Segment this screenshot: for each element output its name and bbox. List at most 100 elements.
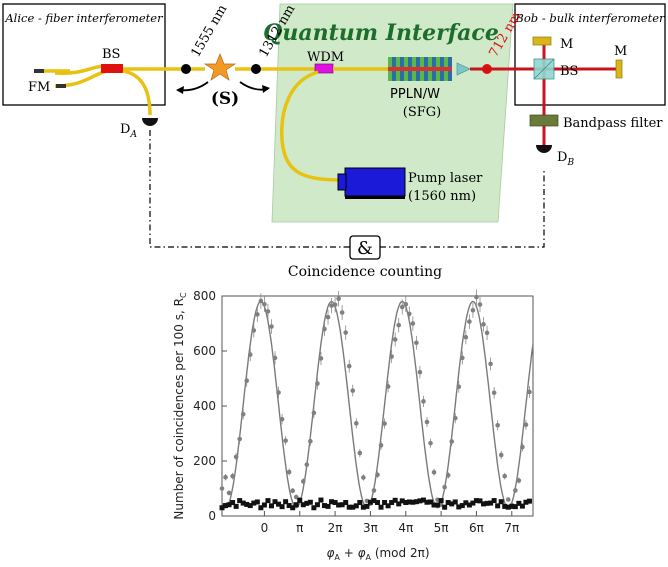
data-point-circle <box>463 334 469 340</box>
data-point-circle <box>304 462 310 467</box>
data-point-square <box>481 501 487 507</box>
y-tick-label: 200 <box>193 454 216 468</box>
data-point-square <box>247 503 253 509</box>
data-point-circle <box>431 469 437 475</box>
data-point-square <box>339 502 345 508</box>
data-point-square <box>459 503 465 509</box>
data-point-circle <box>527 389 532 395</box>
data-point-square <box>230 500 236 506</box>
x-tick-label: 5π <box>434 521 449 535</box>
data-point-circle <box>502 473 508 479</box>
data-point-circle <box>223 474 228 480</box>
data-point-circle <box>361 475 366 480</box>
data-point-square <box>332 500 338 506</box>
data-point-square <box>244 501 250 507</box>
data-point-square <box>438 498 444 504</box>
data-point-circle <box>491 390 497 396</box>
data-point-circle <box>474 294 479 300</box>
and-gate-symbol: & <box>357 238 373 259</box>
data-point-square <box>420 497 426 503</box>
data-point-circle <box>322 326 327 332</box>
data-point-circle <box>513 488 518 493</box>
x-tick-label: π <box>296 521 303 535</box>
data-point-square <box>226 502 232 508</box>
x-tick-label: 7π <box>504 521 519 535</box>
data-point-circle <box>371 488 377 493</box>
y-tick-label: 400 <box>193 399 216 413</box>
data-point-circle <box>417 369 423 375</box>
data-point-square <box>466 502 472 508</box>
data-point-square <box>509 503 515 509</box>
detector-b-icon <box>536 145 552 153</box>
bob-mirror-top-label: M <box>560 37 573 52</box>
ppln-label-line2: (SFG) <box>403 105 441 120</box>
data-point-circle <box>357 450 363 456</box>
data-point-circle <box>247 352 253 357</box>
data-point-circle <box>329 303 334 308</box>
fm-connector-2 <box>56 84 66 88</box>
fiber-to-da <box>122 69 152 116</box>
data-point-square <box>502 503 508 509</box>
data-point-circle <box>488 361 493 367</box>
data-point-square <box>417 498 423 504</box>
data-point-square <box>396 501 402 507</box>
data-point-circle <box>336 296 341 302</box>
alice-title: Alice - fiber interferometer <box>4 11 164 25</box>
data-point-square <box>360 504 366 510</box>
data-point-square <box>491 498 497 504</box>
data-point-circle <box>325 314 331 320</box>
series-circles <box>219 289 532 508</box>
data-point-square <box>406 499 412 505</box>
data-point-circle <box>389 354 394 359</box>
data-point-square <box>268 503 274 509</box>
data-point-circle <box>407 311 412 317</box>
alice-beamsplitter <box>101 64 123 73</box>
data-point-circle <box>403 301 409 307</box>
data-point-circle <box>279 416 285 422</box>
data-point-square <box>237 498 243 504</box>
data-point-square <box>325 503 331 509</box>
data-point-circle <box>382 421 387 426</box>
wavelength-1555-label: 1555 nm <box>188 2 230 60</box>
data-point-circle <box>378 443 384 448</box>
coincidence-cable <box>149 130 545 248</box>
data-point-square <box>258 505 264 511</box>
data-point-circle <box>237 436 242 442</box>
data-point-square <box>367 499 373 505</box>
data-point-circle <box>290 488 295 494</box>
fit-curve-line <box>221 300 534 509</box>
data-point-circle <box>467 319 472 324</box>
detector-a-label: DA <box>120 122 137 140</box>
data-point-circle <box>300 479 306 484</box>
y-tick-label: 800 <box>193 289 216 303</box>
data-point-square <box>283 499 289 505</box>
data-point-circle <box>286 469 292 475</box>
quantum-interface-region <box>271 3 514 223</box>
right-arrowhead <box>262 85 270 93</box>
data-point-circle <box>262 301 267 307</box>
data-point-circle <box>240 411 246 417</box>
data-point-square <box>375 500 380 506</box>
data-point-circle <box>283 438 288 443</box>
data-point-square <box>353 503 359 509</box>
data-point-square <box>304 500 310 506</box>
data-point-circle <box>396 322 402 328</box>
data-point-square <box>382 500 388 506</box>
data-point-circle <box>460 355 465 361</box>
data-point-square <box>526 498 532 504</box>
data-point-square <box>473 498 479 504</box>
data-point-square <box>307 499 313 505</box>
data-point-square <box>484 500 490 506</box>
data-point-square <box>512 504 518 510</box>
dot-1555 <box>181 64 191 74</box>
data-point-square <box>378 504 384 510</box>
data-point-square <box>346 504 352 510</box>
data-point-square <box>311 505 317 511</box>
data-point-square <box>385 503 391 509</box>
alice-bs-label: BS <box>102 47 120 62</box>
data-point-square <box>343 500 349 506</box>
data-point-square <box>314 502 320 508</box>
data-point-square <box>456 504 462 510</box>
data-point-circle <box>520 444 525 450</box>
data-point-circle <box>445 473 451 478</box>
